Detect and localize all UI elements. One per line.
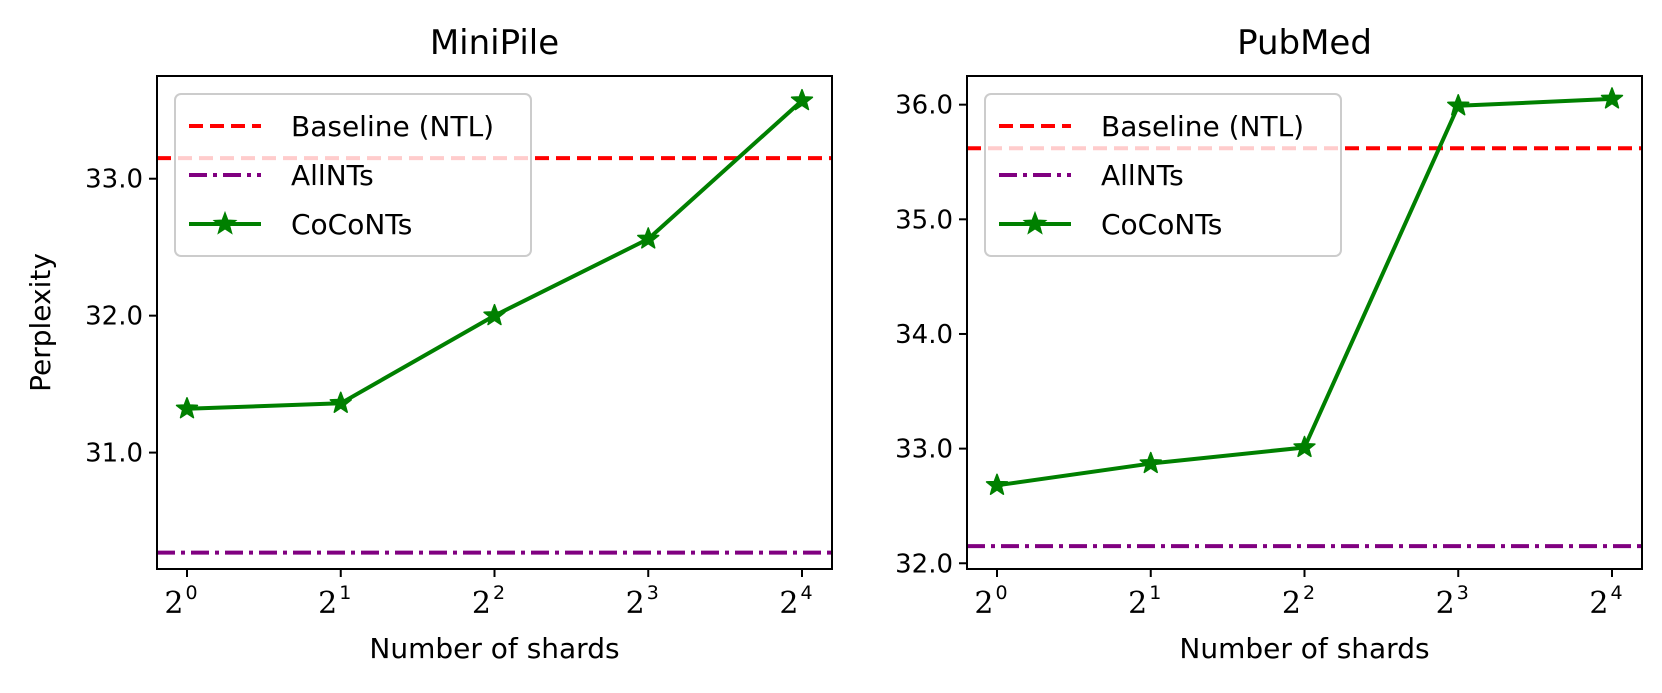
data-point-star (483, 303, 506, 326)
y-tick-label: 32.0 (895, 549, 953, 579)
legend-label: CoCoNTs (291, 208, 412, 241)
x-tick-base: 2 (472, 586, 491, 621)
x-axis-label: Number of shards (1179, 632, 1429, 665)
data-point-star (1139, 451, 1162, 474)
legend: Baseline (NTL) AllNTs CoCoNTs (174, 93, 532, 257)
y-tick-label: 33.0 (85, 165, 143, 195)
data-point-star (985, 473, 1009, 495)
data-point-star (637, 227, 660, 249)
data-point-star (175, 397, 199, 419)
y-tick-label: 36.0 (895, 91, 953, 121)
y-axis-label: Perplexity (24, 253, 57, 392)
y-tick-label: 33.0 (895, 435, 953, 465)
y-tick-label: 34.0 (895, 320, 953, 350)
x-tick-exponent: 2 (1303, 582, 1315, 604)
x-tick-base: 2 (318, 586, 337, 621)
x-axis-label: Number of shards (369, 632, 619, 665)
x-tick-exponent: 4 (1611, 582, 1623, 604)
legend-box (984, 93, 1342, 257)
y-tick-label: 32.0 (85, 302, 143, 332)
x-tick-exponent: 3 (647, 582, 659, 604)
x-tick-exponent: 1 (339, 582, 351, 604)
legend-label: CoCoNTs (1101, 208, 1222, 241)
x-tick-base: 2 (1282, 586, 1301, 621)
x-tick-base: 2 (1589, 586, 1608, 621)
data-point-star (1293, 435, 1316, 458)
x-tick-exponent: 0 (996, 582, 1008, 604)
legend: Baseline (NTL) AllNTs CoCoNTs (984, 93, 1342, 257)
x-tick-base: 2 (974, 586, 993, 621)
legend-label: Baseline (NTL) (291, 110, 494, 143)
legend-label: AllNTs (1101, 159, 1184, 192)
data-point-star (329, 391, 352, 413)
legend-star-marker (212, 210, 238, 235)
legend-label: Baseline (NTL) (1101, 110, 1304, 143)
x-tick-exponent: 3 (1457, 582, 1469, 604)
x-tick-exponent: 2 (493, 582, 505, 604)
legend-box (174, 93, 532, 257)
x-tick-base: 2 (779, 586, 798, 621)
x-tick-base: 2 (626, 586, 645, 621)
x-tick-exponent: 4 (801, 582, 813, 604)
y-tick-label: 31.0 (85, 439, 143, 469)
data-point-star (1447, 94, 1470, 116)
y-tick-label: 35.0 (895, 205, 953, 235)
x-tick-base: 2 (164, 586, 183, 621)
x-tick-exponent: 0 (186, 582, 198, 604)
x-tick-exponent: 1 (1149, 582, 1161, 604)
legend-star-marker (1022, 210, 1048, 235)
data-point-star (1600, 87, 1624, 109)
legend-label: AllNTs (291, 159, 374, 192)
chart-title: PubMed (1237, 23, 1372, 63)
data-point-star (790, 88, 814, 111)
x-tick-base: 2 (1436, 586, 1455, 621)
x-tick-base: 2 (1128, 586, 1147, 621)
chart-title: MiniPile (430, 23, 559, 63)
